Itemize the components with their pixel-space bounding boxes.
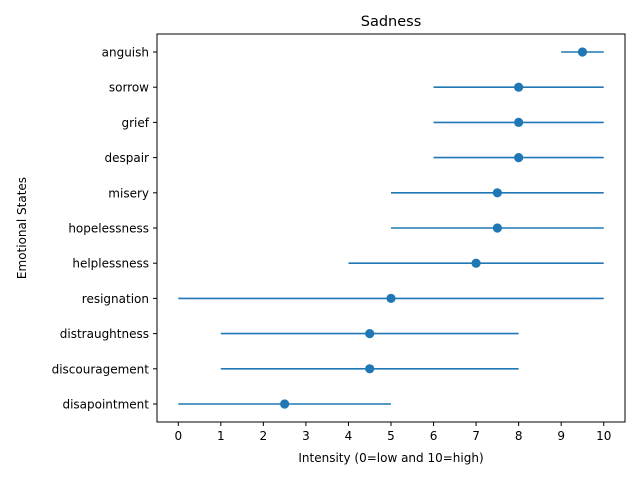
x-tick-label: 9: [557, 429, 565, 443]
data-point: [514, 82, 524, 92]
y-tick-label: distraughtness: [60, 327, 149, 341]
x-tick-label: 10: [596, 429, 611, 443]
data-point: [492, 188, 502, 198]
chart-marks: [178, 47, 604, 409]
data-point: [280, 399, 290, 409]
y-tick-label: helplessness: [72, 257, 149, 271]
y-axis: anguish sorrow grief despair misery hopelessn…: [52, 46, 157, 412]
x-tick-label: 3: [302, 429, 310, 443]
data-point: [514, 117, 524, 127]
y-tick-label: sorrow: [109, 81, 149, 95]
x-tick-label: 8: [515, 429, 523, 443]
data-point: [365, 329, 375, 339]
data-point: [471, 258, 481, 268]
y-axis-label: Emotional States: [15, 177, 29, 279]
data-point: [514, 153, 524, 163]
y-tick-label: despair: [105, 151, 150, 165]
y-tick-label: discouragement: [52, 362, 150, 376]
y-tick-label: grief: [122, 116, 150, 130]
x-axis: 0 1 2 3 4 5 6 7 8 9 10: [174, 422, 611, 443]
data-point: [365, 364, 375, 374]
x-tick-label: 6: [430, 429, 438, 443]
x-tick-label: 5: [387, 429, 395, 443]
x-tick-label: 0: [174, 429, 182, 443]
data-point: [492, 223, 502, 233]
x-tick-label: 7: [472, 429, 480, 443]
y-tick-label: disapointment: [62, 398, 149, 412]
x-tick-label: 2: [260, 429, 268, 443]
x-tick-label: 1: [217, 429, 225, 443]
data-point: [577, 47, 588, 57]
data-point: [386, 293, 396, 303]
chart-title: Sadness: [361, 14, 422, 30]
y-tick-label: resignation: [82, 292, 149, 306]
x-tick-label: 4: [345, 429, 353, 443]
y-tick-label: hopelessness: [68, 222, 149, 236]
y-tick-label: anguish: [102, 46, 149, 60]
x-axis-label: Intensity (0=low and 10=high): [298, 451, 483, 465]
y-tick-label: misery: [108, 186, 149, 200]
